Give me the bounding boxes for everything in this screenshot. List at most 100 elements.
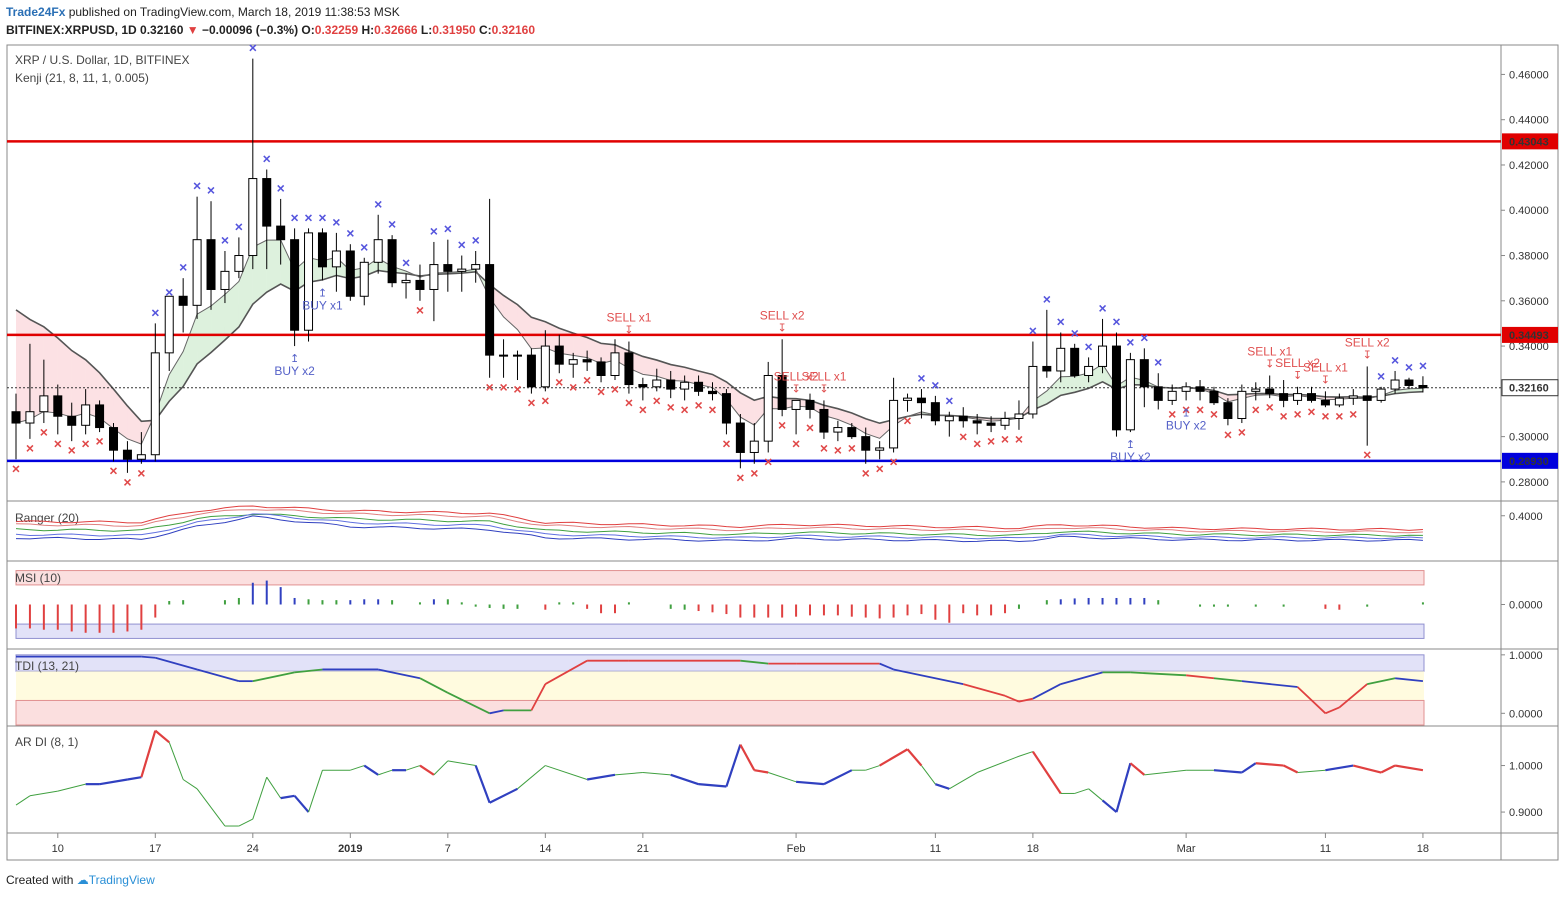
sell-marker: × [778,417,786,433]
sell-marker: × [750,465,758,481]
candle-body [1404,379,1414,386]
y-tick-label: 0.30000 [1509,432,1549,444]
buy-marker: × [193,178,201,194]
buy-marker: × [291,209,299,225]
y-tick-label: 0.0000 [1509,600,1543,612]
candle-body [624,352,634,386]
tdi-line-segment [155,656,198,671]
ranger-line [15,513,1423,540]
x-tick-label: 10 [52,843,64,855]
tdi-line-segment [196,668,240,683]
sell-marker: × [848,440,856,456]
sell-marker: × [834,442,842,458]
kenji-cloud-segment [545,321,560,354]
buy-marker: × [430,223,438,239]
sell-marker: × [1168,406,1176,422]
sell-marker: × [486,379,494,395]
buy-marker: × [318,209,326,225]
y-tick-label: 0.40000 [1509,205,1549,217]
down-triangle-icon: ▼ [186,23,199,37]
price-level-tag [1502,452,1558,469]
candle-body [1209,390,1219,404]
publisher-name[interactable]: Trade24Fx [6,5,66,19]
ardi-line-segment [1394,764,1424,772]
sell-marker: × [137,465,145,481]
buy-marker: × [388,216,396,232]
candle-body [1306,393,1316,401]
buy-marker: × [1029,323,1037,339]
tdi-line-segment [1130,671,1187,677]
sell-marker: × [806,420,814,436]
sell-marker: × [1001,431,1009,447]
tradingview-brand[interactable]: TradingView [88,873,155,887]
buy-marker: × [277,180,285,196]
candle-body [429,264,439,290]
ardi-line-segment [768,772,797,783]
sell-marker: × [667,399,675,415]
sell-marker: × [653,392,661,408]
tradingview-logo-icon[interactable]: ☁ [76,873,89,887]
candle-body [1111,345,1121,431]
sell-signal-arrow: ↧ [778,322,787,334]
ardi-line-segment [976,755,1020,773]
sell-marker: × [625,395,633,411]
candle-body [1028,365,1038,415]
tdi-line-segment [1241,680,1298,688]
ardi-line-segment [795,780,825,786]
x-tick-label: Mar [1177,843,1196,855]
ardi-line-segment [823,769,853,786]
candle-body [178,295,188,306]
kenji-cloud-segment [1074,373,1089,393]
sell-marker: × [736,469,744,485]
ardi-line-segment [168,742,184,780]
ardi-line-segment [15,795,31,806]
candle-body [67,415,77,426]
ardi-line-segment [670,773,699,786]
candle-body [958,415,968,422]
ardi-line-segment [252,777,268,820]
sell-signal-arrow: ↧ [791,383,800,395]
chart-canvas[interactable]: 0.46000 0.44000 0.42000 0.40000 0.38000 0.360… [0,0,1565,870]
candle-body [471,264,481,270]
kenji-cloud-segment [211,294,225,353]
candle-body [1153,386,1163,401]
ardi-line-segment [154,729,170,744]
candle-body [889,399,899,449]
candle-body [986,422,996,426]
candle-body [735,422,745,453]
candle-body [443,264,453,272]
publish-info: published on TradingView.com, March 18, … [65,5,400,19]
footer: Created with ☁TradingView [6,873,155,887]
y-tick-label: 0.28000 [1509,477,1549,489]
candle-body [944,415,954,422]
sell-signal-arrow: ↧ [1265,358,1274,370]
candle-body [1390,379,1400,390]
sell-marker: × [792,435,800,451]
sell-signal-arrow: ↧ [819,383,828,395]
sell-marker: × [708,401,716,417]
sell-marker: × [555,374,563,390]
price-level-label: 0.43043 [1509,136,1549,148]
kenji-cloud-segment [837,408,852,426]
ardi-line-segment [489,787,518,804]
buy-marker: × [235,218,243,234]
ardi-line-segment [1255,762,1284,767]
ardi-line-segment [1088,788,1103,801]
candle-body [150,352,160,456]
ardi-line-segment [865,765,880,771]
sell-marker: × [569,379,577,395]
buy-marker: × [917,370,925,386]
buy-marker: × [179,259,187,275]
sell-marker: × [1210,406,1218,422]
tdi-lower-zone [15,699,1425,726]
buy-marker: × [1043,291,1051,307]
kenji-cloud-segment [16,309,30,424]
buy-signal-arrow: ↥ [290,353,299,365]
msi-title: MSI (10) [15,571,61,585]
buy-marker: × [458,237,466,253]
kenji-cloud-segment [29,319,44,420]
sell-signal-arrow: ↧ [624,325,633,337]
candle-body [164,295,174,354]
sell-marker: × [68,442,76,458]
x-tick-label: 18 [1027,843,1039,855]
